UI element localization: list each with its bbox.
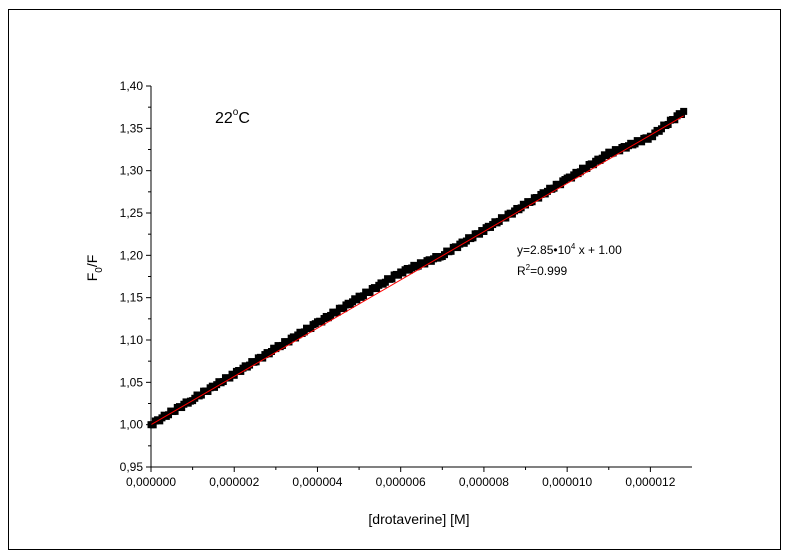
equation-exponent: 4 — [571, 242, 576, 251]
equation-suffix: x + 1.00 — [575, 243, 622, 257]
data-point — [246, 361, 254, 369]
y-tick-label: 1,25 — [120, 206, 144, 220]
y-tick-label: 1,00 — [120, 418, 144, 432]
data-point — [300, 328, 308, 336]
data-point — [333, 308, 341, 316]
y-tick-label: 1,40 — [120, 79, 144, 93]
data-point — [230, 371, 238, 379]
temperature-unit: C — [238, 110, 250, 127]
r-squared-exponent: 2 — [526, 263, 531, 272]
data-point — [517, 204, 525, 212]
temperature-value: 22 — [215, 110, 233, 127]
y-axis-label-subscript: 0 — [94, 267, 105, 273]
y-tick-label: 1,20 — [120, 248, 144, 262]
x-tick-label: 0,000004 — [292, 475, 342, 489]
data-point — [576, 168, 584, 176]
data-point — [649, 133, 657, 141]
y-axis-label: F0/F — [84, 255, 105, 282]
degree-sign: o — [233, 107, 239, 118]
x-tick-label: 0,000000 — [126, 475, 176, 489]
data-point — [307, 325, 315, 333]
fit-equation: y=2.85•104 x + 1.00 — [517, 242, 622, 257]
chart: 0,95 1,00 1,05 1,10 1,15 1,20 1,25 1,30 1,35 1,40… — [84, 79, 692, 527]
data-point — [388, 275, 396, 283]
r-squared: R2=0.999 — [517, 263, 567, 278]
x-tick-label: 0,000006 — [376, 475, 426, 489]
fit-line — [150, 115, 684, 426]
r-squared-suffix: =0.999 — [530, 264, 567, 278]
data-point — [583, 164, 591, 172]
y-tick-label: 1,10 — [120, 333, 144, 347]
data-point — [252, 358, 260, 366]
data-point — [557, 181, 565, 189]
data-point — [447, 247, 455, 255]
y-tick-label: 0,95 — [120, 460, 144, 474]
data-point — [149, 421, 157, 429]
equation-prefix: y=2.85•10 — [517, 243, 571, 257]
data-point — [528, 198, 536, 206]
data-point — [550, 184, 558, 192]
x-tick-label: 0,000010 — [542, 475, 592, 489]
data-point — [366, 288, 374, 296]
x-tick-label: 0,000008 — [459, 475, 509, 489]
data-point — [671, 116, 679, 124]
data-point — [340, 305, 348, 313]
data-point — [502, 214, 510, 222]
data-point — [278, 341, 286, 349]
data-point — [353, 296, 361, 304]
y-tick-label: 1,05 — [120, 375, 144, 389]
data-point — [535, 194, 543, 202]
y-tick-label: 1,35 — [120, 121, 144, 135]
x-tick-label: 0,000012 — [625, 475, 675, 489]
r-squared-prefix: R — [517, 264, 526, 278]
y-axis-label-main: F — [84, 273, 100, 282]
data-point — [603, 152, 611, 160]
data-point — [171, 407, 179, 415]
data-point — [381, 278, 389, 286]
data-point — [359, 292, 367, 300]
y-tick-label: 1,15 — [120, 291, 144, 305]
data-point — [285, 338, 293, 346]
x-axis-label: [drotaverine] [M] — [368, 511, 469, 527]
data-point — [680, 107, 688, 115]
data-point — [495, 217, 503, 225]
temperature-annotation: 22oC — [215, 107, 250, 127]
y-axis-label-tail: /F — [84, 255, 100, 267]
y-tick-label: 1,30 — [120, 164, 144, 178]
figure-frame: 0,95 1,00 1,05 1,10 1,15 1,20 1,25 1,30 1,35 1,40… — [8, 9, 781, 550]
axes: 0,95 1,00 1,05 1,10 1,15 1,20 1,25 1,30 1,35 1,40… — [120, 79, 692, 489]
x-tick-label: 0,000002 — [209, 475, 259, 489]
data-point — [226, 374, 234, 382]
data-point — [219, 378, 227, 386]
